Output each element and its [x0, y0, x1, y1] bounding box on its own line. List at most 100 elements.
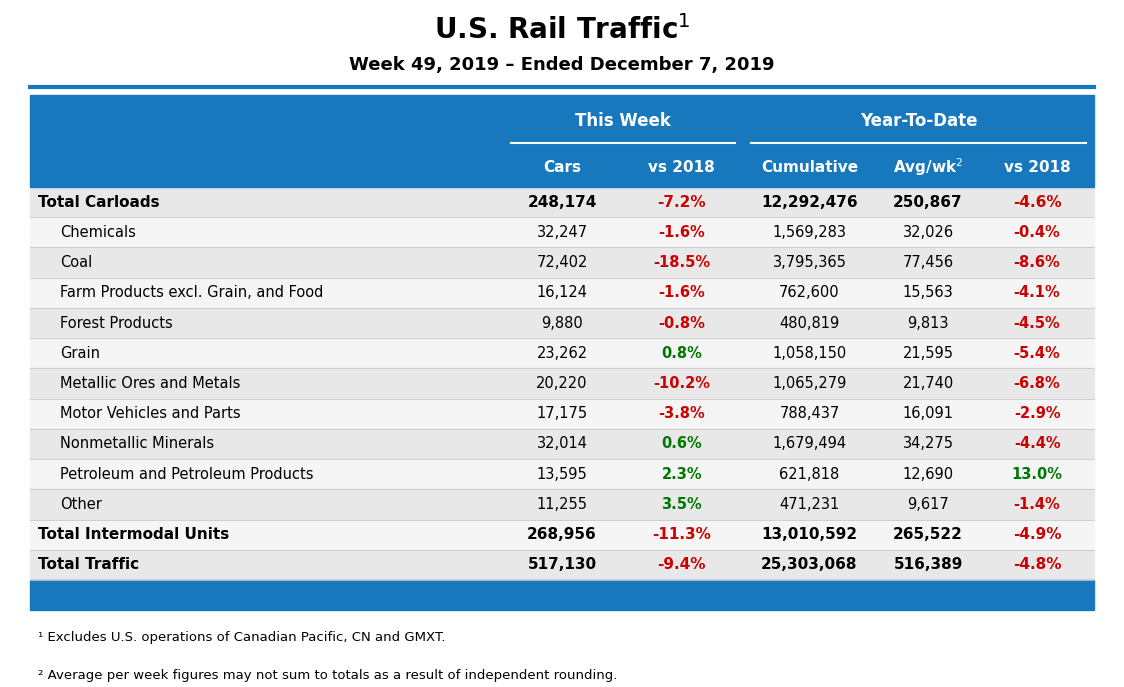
Text: Total Traffic: Total Traffic [38, 557, 139, 572]
Text: vs 2018: vs 2018 [1004, 160, 1070, 175]
Text: 23,262: 23,262 [536, 346, 588, 361]
Text: 268,956: 268,956 [527, 527, 597, 542]
Text: Chemicals: Chemicals [60, 225, 136, 240]
Text: 16,091: 16,091 [903, 406, 953, 421]
Text: 11,255: 11,255 [536, 497, 588, 512]
Bar [30, 580, 1094, 610]
Text: Grain: Grain [60, 346, 100, 361]
Text: 32,026: 32,026 [903, 225, 953, 240]
Bar [30, 550, 1094, 580]
Text: 248,174: 248,174 [527, 194, 597, 210]
Text: -4.9%: -4.9% [1013, 527, 1061, 542]
Text: 12,690: 12,690 [903, 466, 953, 482]
Text: -4.6%: -4.6% [1013, 194, 1061, 210]
Bar [30, 95, 1094, 187]
Text: 250,867: 250,867 [894, 194, 963, 210]
Bar [30, 429, 1094, 459]
Bar [30, 398, 1094, 429]
Text: 9,813: 9,813 [907, 315, 949, 330]
Text: 471,231: 471,231 [779, 497, 840, 512]
Text: Petroleum and Petroleum Products: Petroleum and Petroleum Products [60, 466, 314, 482]
Text: 517,130: 517,130 [527, 557, 597, 572]
Text: 0.6%: 0.6% [661, 436, 702, 451]
Bar [30, 187, 1094, 217]
Text: -11.3%: -11.3% [652, 527, 711, 542]
Bar [30, 308, 1094, 338]
Text: -5.4%: -5.4% [1014, 346, 1060, 361]
Text: vs 2018: vs 2018 [649, 160, 715, 175]
Text: Total Carloads: Total Carloads [38, 194, 160, 210]
Text: -4.8%: -4.8% [1013, 557, 1061, 572]
Text: 3.5%: 3.5% [661, 497, 702, 512]
Bar [30, 519, 1094, 550]
Text: 77,456: 77,456 [903, 255, 953, 270]
Text: 1,679,494: 1,679,494 [772, 436, 846, 451]
Bar [30, 217, 1094, 247]
Bar [30, 247, 1094, 278]
Text: Nonmetallic Minerals: Nonmetallic Minerals [60, 436, 215, 451]
Bar [30, 459, 1094, 489]
Text: 32,014: 32,014 [536, 436, 588, 451]
Text: 516,389: 516,389 [894, 557, 962, 572]
Text: -4.4%: -4.4% [1014, 436, 1060, 451]
Bar [30, 278, 1094, 308]
Text: 20,220: 20,220 [536, 376, 588, 391]
Text: Week 49, 2019 – Ended December 7, 2019: Week 49, 2019 – Ended December 7, 2019 [350, 56, 774, 74]
Text: 72,402: 72,402 [536, 255, 588, 270]
Text: -10.2%: -10.2% [653, 376, 710, 391]
Text: 621,818: 621,818 [779, 466, 840, 482]
Text: 2.3%: 2.3% [661, 466, 702, 482]
Text: Farm Products excl. Grain, and Food: Farm Products excl. Grain, and Food [60, 285, 324, 300]
Text: 15,563: 15,563 [903, 285, 953, 300]
Text: Total Intermodal Units: Total Intermodal Units [38, 527, 229, 542]
Text: 0.8%: 0.8% [661, 346, 702, 361]
Text: 9,617: 9,617 [907, 497, 949, 512]
Text: Other: Other [60, 497, 102, 512]
Text: 3,795,365: 3,795,365 [772, 255, 846, 270]
Text: This Week: This Week [575, 113, 671, 131]
Text: -8.6%: -8.6% [1014, 255, 1060, 270]
Text: Coal: Coal [60, 255, 92, 270]
Text: Cars: Cars [543, 160, 581, 175]
Text: -4.5%: -4.5% [1014, 315, 1060, 330]
Text: -2.9%: -2.9% [1014, 406, 1060, 421]
Text: Cumulative: Cumulative [761, 160, 858, 175]
Text: -7.2%: -7.2% [658, 194, 706, 210]
Text: Motor Vehicles and Parts: Motor Vehicles and Parts [60, 406, 241, 421]
Text: 13,010,592: 13,010,592 [761, 527, 858, 542]
Bar [30, 489, 1094, 519]
Text: Year-To-Date: Year-To-Date [860, 113, 977, 131]
Text: 21,740: 21,740 [903, 376, 953, 391]
Text: -1.4%: -1.4% [1014, 497, 1060, 512]
Text: 762,600: 762,600 [779, 285, 840, 300]
Text: -3.8%: -3.8% [659, 406, 705, 421]
Text: 13.0%: 13.0% [1012, 466, 1062, 482]
Text: 9,880: 9,880 [541, 315, 583, 330]
Text: 32,247: 32,247 [536, 225, 588, 240]
Text: Metallic Ores and Metals: Metallic Ores and Metals [60, 376, 241, 391]
Text: 480,819: 480,819 [779, 315, 840, 330]
Text: -1.6%: -1.6% [659, 225, 705, 240]
Text: ² Average per week figures may not sum to totals as a result of independent roun: ² Average per week figures may not sum t… [38, 670, 617, 682]
Text: -1.6%: -1.6% [659, 285, 705, 300]
Bar [30, 338, 1094, 368]
Text: 16,124: 16,124 [536, 285, 588, 300]
Text: ¹ Excludes U.S. operations of Canadian Pacific, CN and GMXT.: ¹ Excludes U.S. operations of Canadian P… [38, 631, 445, 644]
Bar [30, 368, 1094, 398]
Text: 1,058,150: 1,058,150 [772, 346, 846, 361]
Text: Forest Products: Forest Products [60, 315, 173, 330]
Text: -6.8%: -6.8% [1014, 376, 1060, 391]
Text: 12,292,476: 12,292,476 [761, 194, 858, 210]
Text: -9.4%: -9.4% [658, 557, 706, 572]
Text: -0.8%: -0.8% [659, 315, 705, 330]
Text: 13,595: 13,595 [536, 466, 588, 482]
Text: 17,175: 17,175 [536, 406, 588, 421]
Text: 25,303,068: 25,303,068 [761, 557, 858, 572]
Text: U.S. Rail Traffic$^1$: U.S. Rail Traffic$^1$ [434, 15, 690, 45]
Text: 265,522: 265,522 [894, 527, 963, 542]
Text: Avg/wk$^2$: Avg/wk$^2$ [892, 157, 963, 179]
Text: 788,437: 788,437 [779, 406, 840, 421]
Text: 21,595: 21,595 [903, 346, 953, 361]
Text: -18.5%: -18.5% [653, 255, 710, 270]
Text: 1,569,283: 1,569,283 [772, 225, 846, 240]
